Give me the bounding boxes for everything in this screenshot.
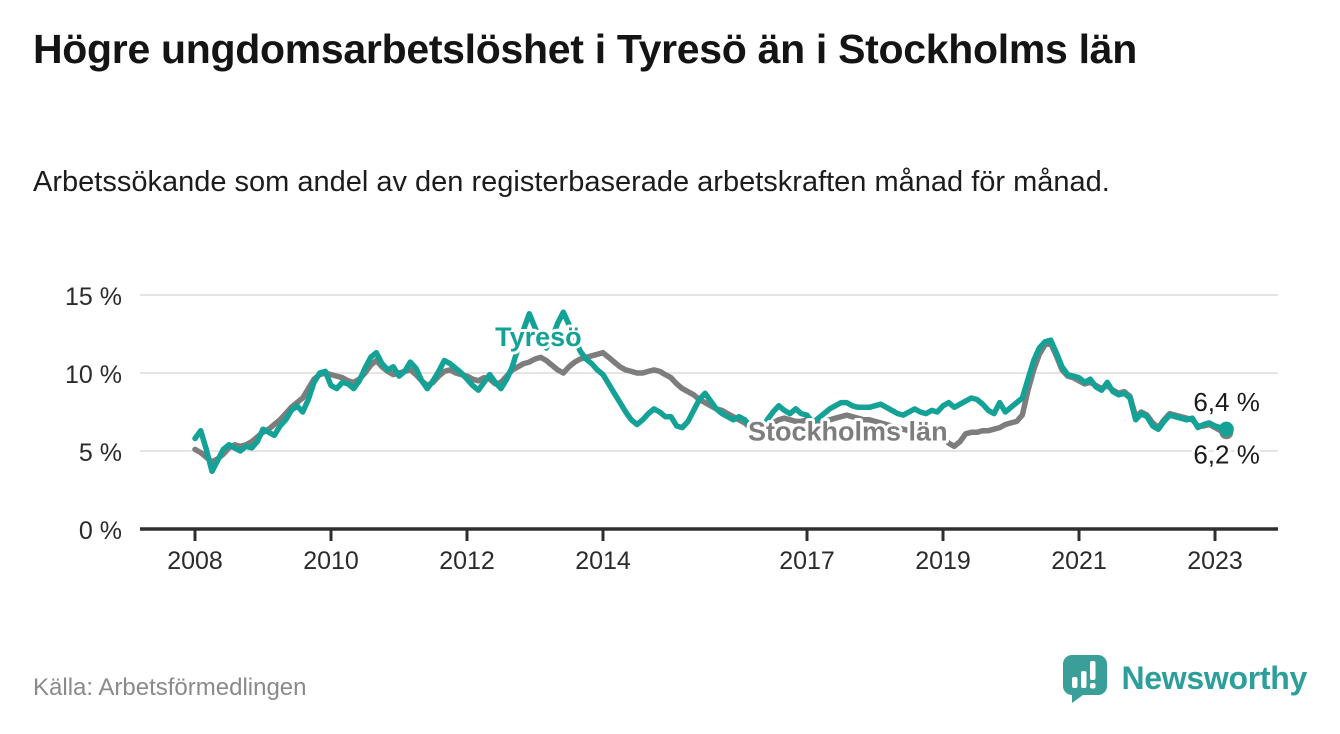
x-tick-label: 2017 <box>779 547 835 575</box>
x-tick-label: 2012 <box>439 547 495 575</box>
y-tick-label: 10 % <box>65 361 122 389</box>
x-tick-label: 2014 <box>575 547 631 575</box>
x-tick-label: 2019 <box>915 547 971 575</box>
series-label-tyreso: Tyresö <box>495 322 582 352</box>
y-tick-label: 0 % <box>79 517 122 545</box>
series-label-stockholms-lan: Stockholms län <box>748 417 948 447</box>
x-tick-label: 2010 <box>303 547 359 575</box>
end-value-label-stockholms-lan: 6,2 % <box>1193 439 1260 469</box>
y-tick-label: 15 % <box>65 283 122 311</box>
end-value-label-tyreso: 6,4 % <box>1193 387 1260 417</box>
x-tick-label: 2023 <box>1187 547 1243 575</box>
series-end-dot-tyreso <box>1218 421 1234 437</box>
bar-chart-speech-bubble-icon <box>1062 655 1107 703</box>
chart-subtitle: Arbetssökande som andel av den registerb… <box>33 166 1110 198</box>
page-title: Högre ungdomsarbetslöshet i Tyresö än i … <box>33 26 1137 72</box>
line-chart: 0 % 5 % 10 % 15 % 2008 2010 2012 2014 2017 2019 20… <box>65 283 1278 575</box>
series-line-tyreso <box>192 309 1230 475</box>
source-note: Källa: Arbetsförmedlingen <box>33 674 307 701</box>
newsworthy-logo[interactable]: Newsworthy <box>1061 653 1308 703</box>
brand-name: Newsworthy <box>1121 659 1308 696</box>
x-tick-label: 2021 <box>1051 547 1107 575</box>
y-tick-label: 5 % <box>79 439 122 467</box>
x-tick-label: 2008 <box>167 547 223 575</box>
